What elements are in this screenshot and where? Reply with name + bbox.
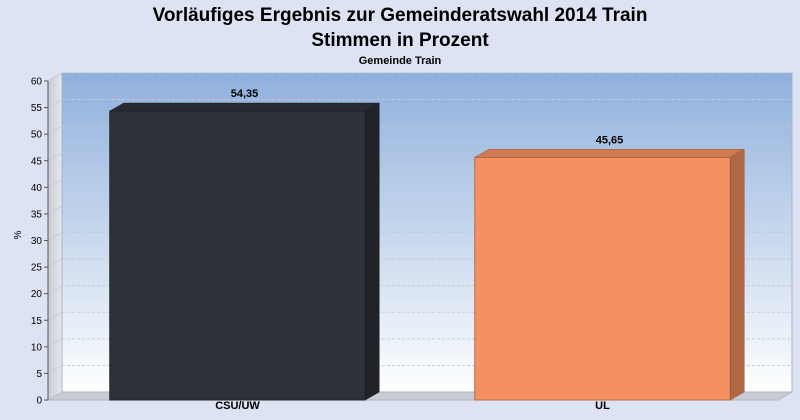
- y-tick-label: 15: [31, 316, 43, 327]
- gridline-side: [47, 99, 63, 108]
- gridline-side: [47, 125, 63, 135]
- bar-front: [109, 110, 366, 401]
- bar-csu-uw: 54,35: [108, 88, 381, 401]
- y-tick-label: 30: [31, 236, 43, 247]
- y-tick-label: 35: [31, 209, 43, 220]
- y-tick-label: 60: [31, 77, 43, 88]
- bars: 54,35 CSU/UW 45,65 UL: [108, 88, 746, 412]
- y-tick-label: 0: [36, 396, 42, 407]
- y-tick-label: 10: [31, 342, 43, 353]
- bar-top: [473, 149, 746, 158]
- chart-subtitle: Gemeinde Train: [359, 55, 442, 67]
- y-tick-label: 40: [31, 183, 43, 194]
- y-tick-label: 25: [31, 263, 43, 274]
- data-label: 54,35: [231, 88, 259, 100]
- gridline-side: [47, 152, 63, 162]
- y-tick-label: 55: [31, 103, 43, 114]
- gridline-side: [47, 72, 63, 82]
- chart-title-line2: Stimmen in Prozent: [311, 30, 489, 51]
- gridline-side: [47, 258, 63, 268]
- bar-front: [474, 156, 731, 401]
- y-tick-label: 45: [31, 156, 43, 167]
- bar-top: [108, 102, 381, 112]
- gridline-side: [47, 285, 63, 295]
- y-tick-label: 5: [36, 369, 42, 380]
- chart-title: Vorläufiges Ergebnis zur Gemeinderatswah…: [153, 5, 648, 26]
- gridline-side: [47, 178, 63, 188]
- bar-side: [365, 102, 380, 401]
- data-label: 45,65: [596, 134, 624, 146]
- x-tick-label: CSU/UW: [215, 400, 260, 412]
- bar-side: [730, 148, 745, 401]
- bar-ul: 45,65: [473, 134, 746, 401]
- y-axis: 0 5 10 15 20 25 30 35 40 45 50 55 60: [31, 77, 49, 407]
- y-tick-label: 50: [31, 130, 43, 141]
- gridline-side: [47, 205, 63, 215]
- x-tick-label: UL: [595, 400, 610, 412]
- y-axis-label: %: [13, 230, 24, 239]
- y-tick-label: 20: [31, 289, 43, 300]
- gridline-side: [47, 232, 63, 241]
- gridline-side: [47, 365, 63, 374]
- gridline-side: [47, 338, 63, 348]
- gridline-side: [47, 311, 63, 321]
